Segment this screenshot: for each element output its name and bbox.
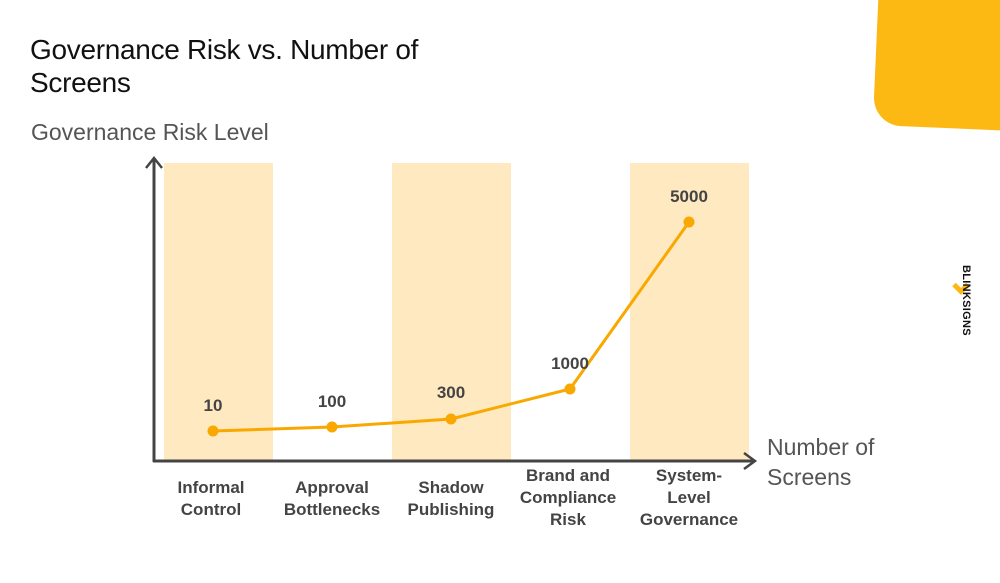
- category-label: Approval Bottlenecks: [283, 478, 381, 519]
- value-label: 300: [436, 383, 466, 402]
- value-label: 100: [317, 392, 347, 411]
- x-axis-arrow-icon: [743, 451, 758, 471]
- data-point: [326, 421, 338, 433]
- data-point: [445, 413, 457, 425]
- category-label: Informal Control: [177, 478, 245, 519]
- data-point: [564, 383, 576, 395]
- data-point: [207, 425, 219, 437]
- highlight-band-system-level-governance: [630, 163, 749, 461]
- brand-chevron-icon: [952, 282, 970, 296]
- y-axis-label: Governance Risk Level: [31, 119, 269, 145]
- data-point: [683, 216, 695, 228]
- highlight-band-informal-control: [164, 163, 273, 461]
- chart-title: Governance Risk vs. Number of Screens: [30, 34, 419, 98]
- value-label: 1000: [551, 354, 589, 373]
- x-axis-label: Number of Screens: [767, 432, 897, 492]
- highlight-band-shadow-publishing: [392, 163, 511, 461]
- category-label: Shadow Publishing: [407, 478, 495, 519]
- y-axis-arrow-icon: [145, 155, 163, 169]
- value-label: 10: [203, 396, 223, 415]
- value-label: 5000: [670, 187, 708, 206]
- category-label: System- Level Governance: [639, 466, 739, 529]
- x-axis-label-text: Number of Screens: [767, 434, 875, 490]
- brand-logo-text: BLINKSIGNS: [960, 265, 972, 336]
- category-label: Brand and Compliance Risk: [519, 466, 617, 529]
